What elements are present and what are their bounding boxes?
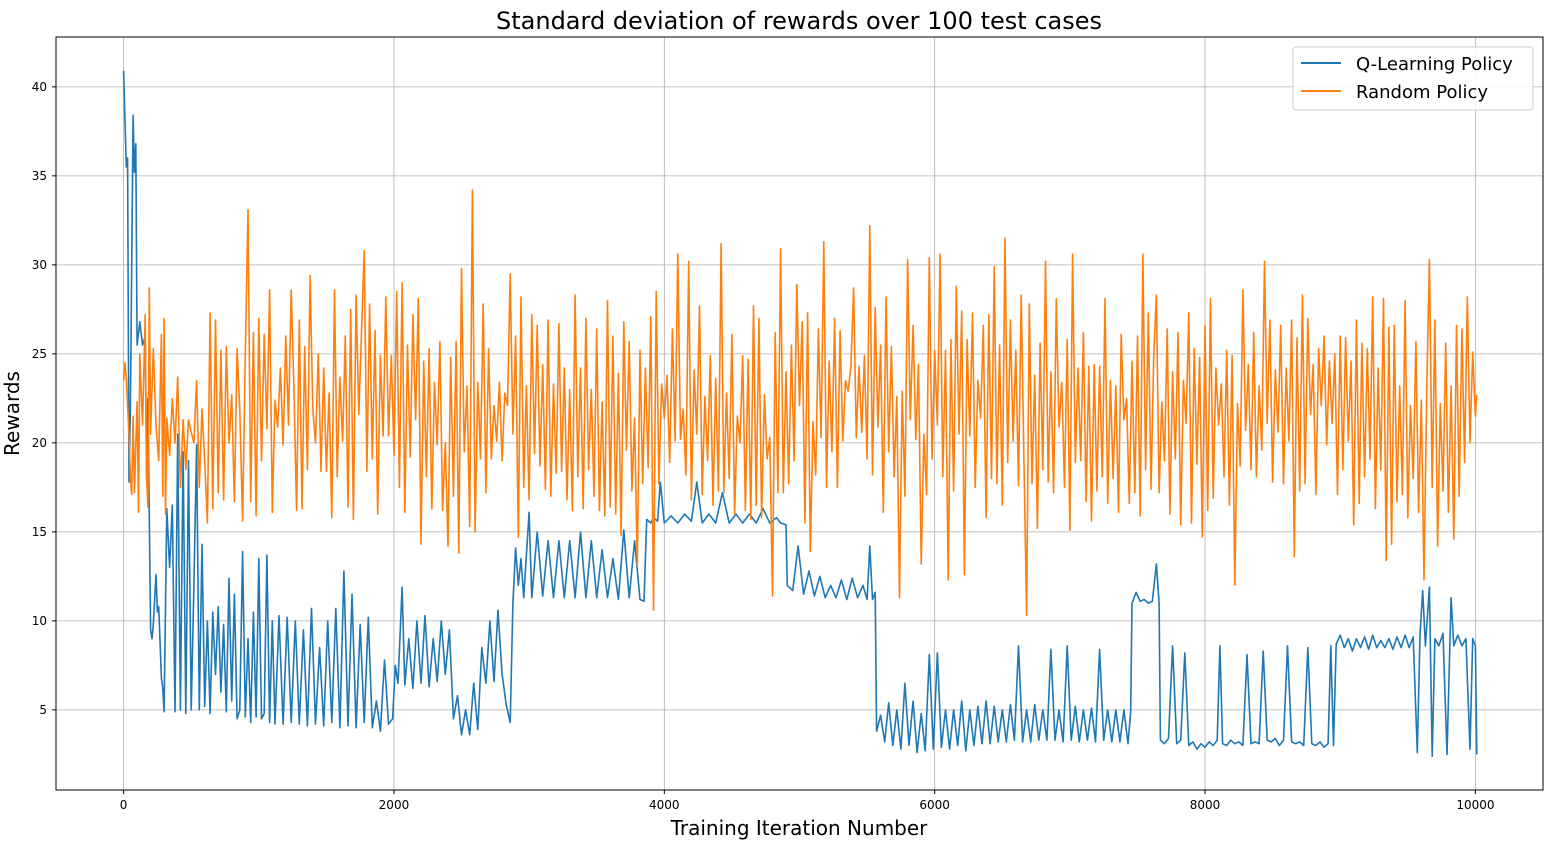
- x-tick-label: 0: [120, 798, 128, 812]
- y-tick-label: 35: [32, 169, 47, 183]
- y-tick-label: 25: [32, 347, 47, 361]
- series-layer: [122, 70, 1478, 757]
- y-axis-label: Rewards: [0, 371, 24, 456]
- legend-label-q-learning: Q-Learning Policy: [1356, 54, 1513, 75]
- legend: Q-Learning Policy Random Policy: [1292, 46, 1534, 111]
- y-tick-label: 5: [39, 703, 47, 717]
- series-line-random-policy: [122, 189, 1478, 617]
- series-line-q-learning-policy: [122, 70, 1478, 757]
- y-tick-label: 30: [32, 258, 47, 272]
- legend-label-random: Random Policy: [1356, 82, 1488, 103]
- ticks: 0 2000 4000 6000 8000 10000 5 10 15 20 25 30 35 40: [32, 80, 1495, 812]
- y-tick-label: 40: [32, 80, 47, 94]
- x-tick-label: 8000: [1190, 798, 1221, 812]
- x-tick-label: 2000: [379, 798, 410, 812]
- y-tick-label: 10: [32, 614, 47, 628]
- chart-title: Standard deviation of rewards over 100 t…: [496, 7, 1102, 35]
- plot-frame: [55, 36, 1544, 791]
- y-tick-label: 20: [32, 436, 47, 450]
- legend-box: [1292, 46, 1534, 111]
- x-tick-label: 4000: [649, 798, 680, 812]
- x-axis-label: Training Iteration Number: [670, 816, 929, 840]
- x-tick-label: 10000: [1456, 798, 1494, 812]
- x-tick-label: 6000: [919, 798, 950, 812]
- y-tick-label: 15: [32, 525, 47, 539]
